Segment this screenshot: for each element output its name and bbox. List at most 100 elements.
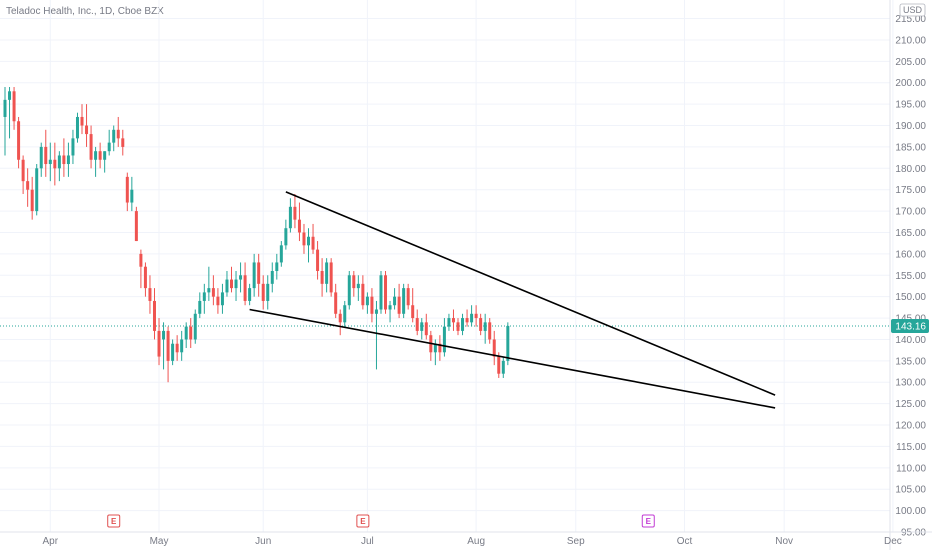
y-tick-label: 200.00 xyxy=(895,78,926,89)
candle xyxy=(288,198,292,233)
y-tick-label: 115.00 xyxy=(896,442,926,453)
candle xyxy=(85,104,89,147)
candle-body xyxy=(302,232,306,246)
candle-body xyxy=(8,91,12,100)
candle-body xyxy=(175,343,179,353)
candle xyxy=(134,206,138,242)
candle xyxy=(465,309,469,327)
candle-body xyxy=(103,151,107,160)
candle-body xyxy=(447,318,451,327)
candle xyxy=(71,129,75,165)
candles-group xyxy=(3,87,510,383)
candle-body xyxy=(275,262,279,271)
y-tick-label: 180.00 xyxy=(895,164,926,175)
earnings-event[interactable]: E xyxy=(641,514,655,528)
candle xyxy=(225,271,229,297)
candle xyxy=(234,271,238,301)
candle-body xyxy=(320,271,324,284)
candle xyxy=(316,241,320,280)
candle-body xyxy=(433,343,437,353)
candle-body xyxy=(266,283,270,301)
candle-body xyxy=(139,253,143,267)
candle xyxy=(320,258,324,297)
candle xyxy=(361,275,365,310)
candle xyxy=(75,112,79,143)
candle xyxy=(44,129,48,177)
candle xyxy=(406,283,410,310)
candle xyxy=(3,87,7,156)
candle-body xyxy=(365,296,369,306)
candle-body xyxy=(239,275,243,280)
candle xyxy=(130,176,134,212)
candle xyxy=(53,142,57,186)
candle xyxy=(198,292,202,319)
y-tick-label: 150.00 xyxy=(895,292,926,303)
candle xyxy=(30,176,34,220)
last-price-tag xyxy=(891,318,929,333)
candle-body xyxy=(307,236,311,246)
candle xyxy=(230,266,233,293)
candle xyxy=(411,288,415,323)
candle-body xyxy=(261,283,265,301)
candle-body xyxy=(393,296,397,306)
candle xyxy=(143,262,147,297)
currency-label: USD xyxy=(903,5,923,15)
candle xyxy=(107,129,111,156)
candle-body xyxy=(488,322,492,340)
x-tick-label: Dec xyxy=(884,536,902,547)
candle xyxy=(162,322,166,370)
candle xyxy=(356,275,360,301)
candle-body xyxy=(71,138,75,156)
candle xyxy=(343,300,347,327)
candle-body xyxy=(234,279,238,289)
candle xyxy=(347,271,351,310)
last-price-label: 143.16 xyxy=(895,321,926,332)
candle xyxy=(424,313,428,340)
candle xyxy=(275,253,279,280)
candle-body xyxy=(143,266,147,289)
candle xyxy=(325,258,329,293)
candle-body xyxy=(370,296,374,314)
candle xyxy=(103,151,107,173)
y-tick-label: 125.00 xyxy=(895,399,926,410)
candle-body xyxy=(406,288,410,306)
earnings-event[interactable]: E xyxy=(356,514,370,528)
candle-body xyxy=(325,262,329,284)
candle xyxy=(302,223,306,254)
candle-body xyxy=(89,134,93,160)
candle xyxy=(261,275,265,310)
candle-body xyxy=(420,322,424,331)
candle xyxy=(12,87,16,130)
candle xyxy=(352,271,356,297)
candle-body xyxy=(474,313,478,319)
candle-body xyxy=(311,236,315,250)
candle xyxy=(121,129,125,156)
candle-body xyxy=(225,279,229,293)
candle-body xyxy=(379,275,383,310)
candle xyxy=(57,151,61,182)
candle-body xyxy=(506,325,510,361)
candle xyxy=(374,300,378,370)
candle xyxy=(189,318,193,349)
x-tick-label: May xyxy=(150,536,169,547)
candle xyxy=(334,283,338,319)
candle xyxy=(479,313,483,336)
candle xyxy=(239,262,243,293)
y-tick-label: 140.00 xyxy=(895,335,926,346)
earnings-event[interactable]: E xyxy=(107,514,121,528)
candle-body xyxy=(134,211,138,242)
candle-body xyxy=(442,326,446,353)
candle-body xyxy=(402,288,406,314)
candle xyxy=(311,223,315,254)
candle xyxy=(252,253,256,297)
candle-body xyxy=(465,318,469,323)
candle-body xyxy=(180,339,184,353)
y-tick-label: 105.00 xyxy=(895,485,926,496)
y-tick-label: 170.00 xyxy=(895,207,926,218)
candle xyxy=(470,305,474,327)
candle-body xyxy=(189,326,193,340)
candle-body xyxy=(75,116,79,139)
